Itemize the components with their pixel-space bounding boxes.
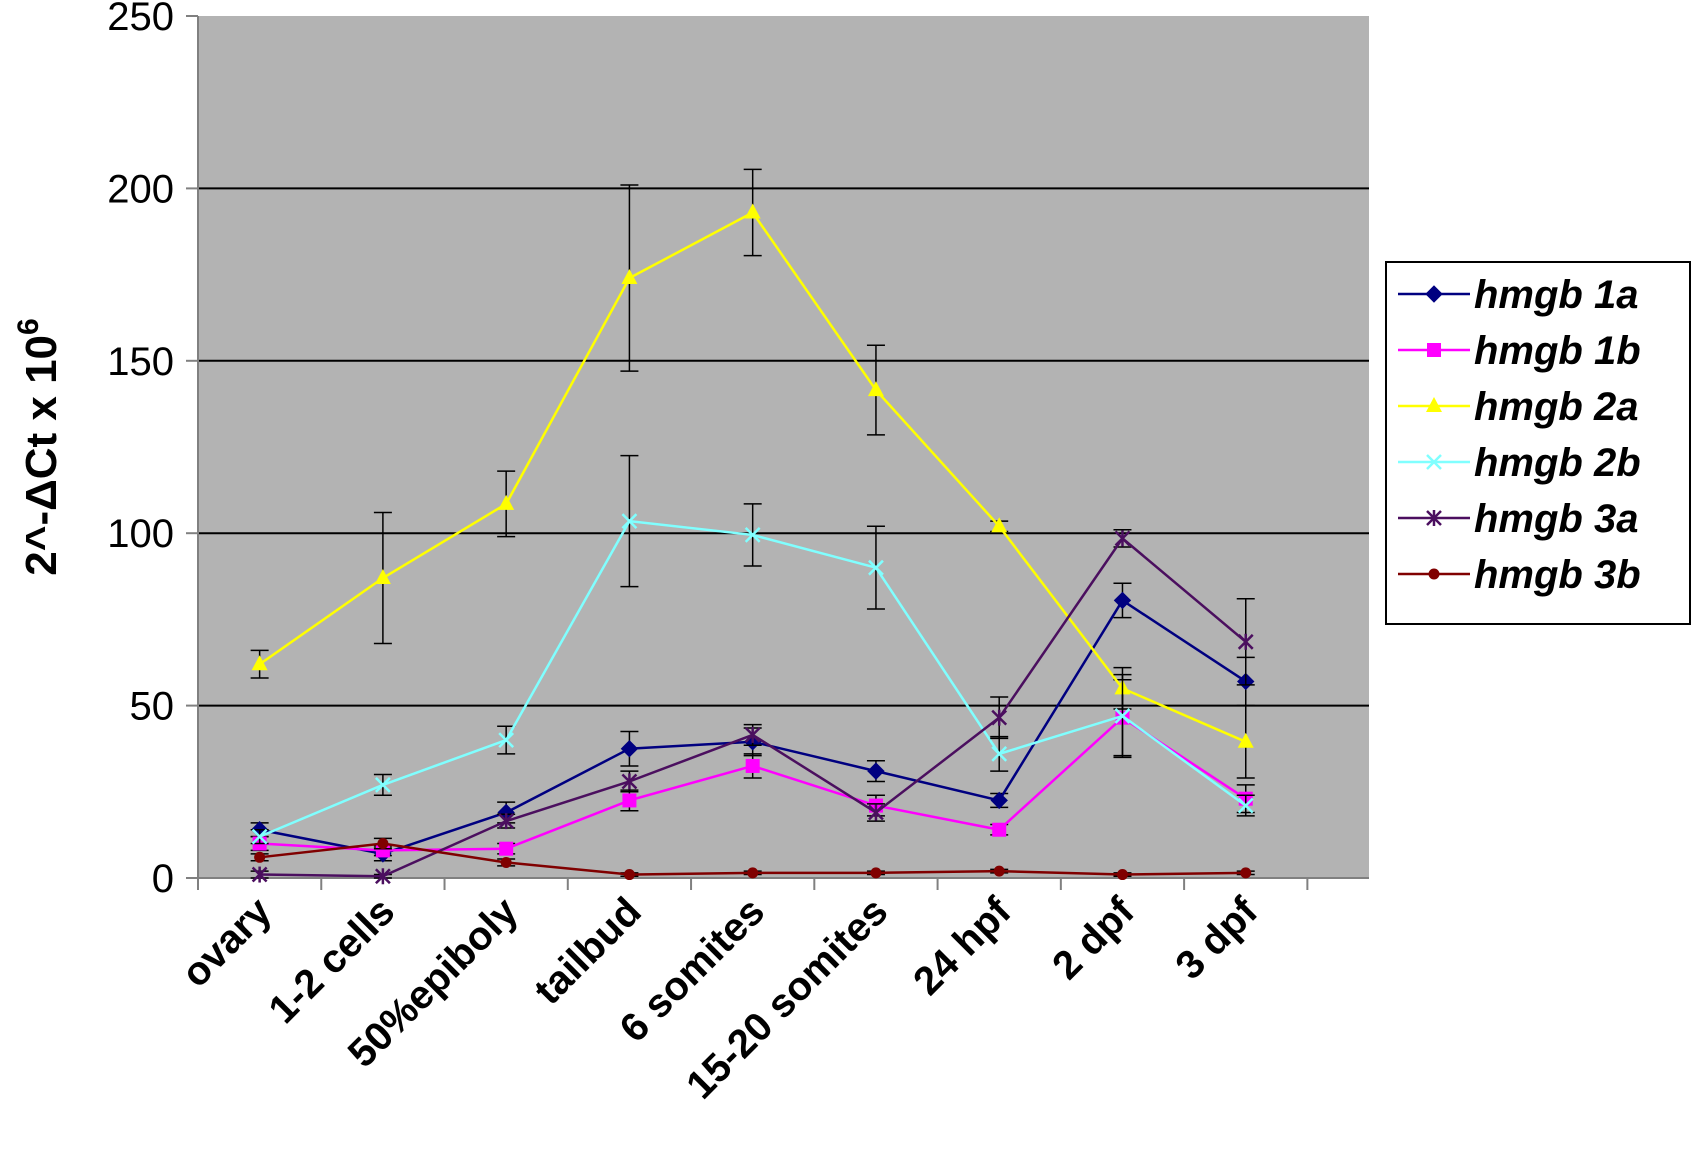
data-point — [991, 709, 1008, 726]
y-ticks: 0 50 100 150 200 250 — [107, 0, 198, 901]
legend-label: hmgb 1a — [1474, 273, 1638, 317]
data-point-stroke — [868, 559, 884, 576]
data-point — [251, 655, 268, 671]
data-point — [868, 804, 884, 821]
legend-entry: hmgb 3b — [1398, 553, 1641, 597]
data-point — [621, 773, 638, 790]
series-hmgb-3a — [250, 529, 1255, 885]
data-point — [498, 732, 515, 748]
legend-entry: hmgb 1b — [1398, 329, 1641, 373]
data-point — [990, 791, 1008, 810]
data-point-stroke — [375, 777, 391, 793]
x-ticks — [197, 878, 1309, 890]
data-point-stroke — [1114, 708, 1131, 724]
data-point — [1113, 591, 1132, 610]
data-point — [1426, 510, 1442, 526]
data-point — [868, 559, 884, 576]
data-point — [744, 527, 761, 543]
y-tick-label-250: 250 — [107, 0, 174, 39]
data-point — [1427, 343, 1441, 357]
data-point — [498, 494, 515, 510]
data-point — [747, 867, 759, 879]
legend: hmgb 1a hmgb 1b hmgb 2a hmgb 2b hmgb 3a hmgb … — [1385, 261, 1691, 625]
data-point — [992, 822, 1007, 837]
legend-label: hmgb 3b — [1474, 553, 1641, 597]
data-point — [1114, 530, 1131, 547]
data-point — [1114, 708, 1131, 724]
data-point — [1426, 397, 1442, 412]
data-point — [499, 841, 514, 856]
y-axis-title: 2^-ΔCt x 106 — [12, 318, 66, 575]
data-point — [621, 513, 638, 530]
y-axis-title-main: 2^-ΔCt x 10 — [17, 335, 66, 576]
data-point — [251, 828, 268, 845]
data-point — [991, 745, 1008, 762]
data-point-stroke — [991, 745, 1008, 762]
data-point-stroke — [1426, 454, 1442, 470]
series-hmgb-2b — [250, 454, 1255, 845]
legend-label: hmgb 2b — [1474, 441, 1641, 485]
data-point — [745, 758, 760, 773]
data-point — [375, 868, 391, 885]
data-point-stroke — [1237, 797, 1254, 814]
data-point — [374, 569, 391, 585]
data-point — [744, 726, 761, 743]
data-point — [1237, 633, 1254, 650]
data-point — [991, 517, 1008, 533]
data-point — [870, 867, 882, 879]
category-label: 2 dpf — [1044, 889, 1143, 988]
data-point — [867, 762, 885, 780]
legend-label: hmgb 3a — [1474, 497, 1638, 541]
grid-lines — [198, 187, 1369, 707]
data-point — [993, 865, 1005, 877]
legend-label: hmgb 2a — [1474, 385, 1638, 429]
data-point-stroke — [621, 513, 638, 530]
y-tick-label-200: 200 — [107, 167, 174, 211]
series-layer — [250, 168, 1255, 885]
category-label: 24 hpf — [905, 889, 1020, 1004]
data-point — [1237, 797, 1254, 814]
data-point — [377, 838, 389, 850]
y-tick-label-100: 100 — [107, 512, 174, 556]
data-point — [620, 739, 639, 758]
data-point — [867, 381, 884, 397]
y-tick-label-150: 150 — [107, 340, 174, 384]
data-point-stroke — [251, 828, 268, 845]
category-label: ovary — [173, 889, 280, 996]
data-point — [744, 203, 761, 219]
data-point — [498, 813, 515, 830]
legend-entry: hmgb 3a — [1398, 497, 1638, 541]
data-point-stroke — [498, 732, 515, 748]
legend-box — [1385, 261, 1691, 625]
data-point — [1425, 285, 1443, 303]
data-point — [1428, 568, 1440, 580]
data-point — [251, 866, 268, 883]
data-point — [1237, 732, 1254, 748]
category-label: 3 dpf — [1167, 889, 1266, 988]
legend-entry: hmgb 1a — [1398, 273, 1638, 317]
data-point — [375, 777, 391, 793]
legend-entry: hmgb 2b — [1398, 441, 1641, 485]
plot-area — [198, 16, 1369, 878]
data-point — [254, 851, 266, 863]
data-point-stroke — [744, 527, 761, 543]
category-label: tailbud — [526, 889, 650, 1013]
data-point — [622, 793, 637, 808]
series-hmgb-3b — [250, 837, 1255, 881]
data-point — [621, 269, 638, 285]
y-tick-label-0: 0 — [152, 857, 174, 901]
data-point — [623, 869, 635, 881]
legend-entry: hmgb 2a — [1398, 385, 1638, 429]
legend-label: hmgb 1b — [1474, 329, 1641, 373]
data-point — [500, 856, 512, 868]
y-axis-title-superscript: 6 — [12, 318, 45, 335]
y-tick-label-50: 50 — [130, 685, 175, 729]
data-point — [1240, 867, 1252, 879]
data-point — [1116, 869, 1128, 881]
data-point — [1426, 454, 1442, 470]
